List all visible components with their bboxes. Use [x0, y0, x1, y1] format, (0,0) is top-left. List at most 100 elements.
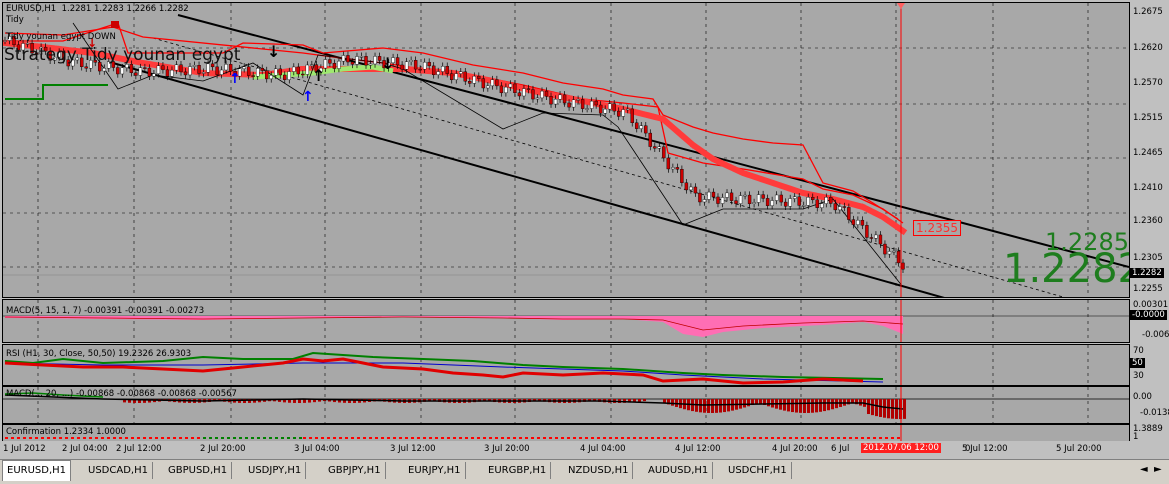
- candle: [156, 65, 161, 74]
- candle: [477, 75, 481, 79]
- candle: [350, 61, 355, 65]
- macd2-bar: [819, 399, 822, 412]
- candle: [129, 64, 134, 73]
- down-arrow-icon: ↓: [381, 54, 394, 73]
- candle: [734, 200, 738, 204]
- macd2-bar: [707, 399, 710, 413]
- tab-usdcad-h1[interactable]: USDCAD,H1: [84, 462, 153, 479]
- macd2-bar: [623, 399, 626, 403]
- time-tick: 3 Jul 04:00: [294, 444, 340, 454]
- macd2-bar: [343, 399, 346, 403]
- candle: [201, 72, 206, 74]
- candle: [183, 71, 188, 76]
- tab-audusd-h1[interactable]: AUDUSD,H1: [644, 462, 714, 479]
- candle: [896, 250, 901, 264]
- candle: [653, 146, 657, 149]
- candle: [508, 83, 513, 88]
- rsi-tick: 30: [1133, 371, 1144, 381]
- candle: [242, 66, 246, 69]
- tab-eurgbp-h1[interactable]: EURGBP,H1: [484, 462, 552, 479]
- down-arrow-icon: ↓: [267, 42, 280, 61]
- price-tick: 1.2255: [1133, 284, 1163, 294]
- candle: [436, 71, 440, 76]
- candle: [192, 65, 197, 67]
- candle: [499, 85, 504, 94]
- tab-scroll-left-icon[interactable]: ◄: [1140, 464, 1148, 475]
- candle: [260, 68, 264, 71]
- candle: [675, 167, 680, 170]
- confirm-tick: 1.3889: [1133, 424, 1163, 434]
- candle: [865, 225, 869, 238]
- green-band: [252, 64, 394, 80]
- candle: [305, 64, 310, 75]
- time-tick: 3 Jul 12:00: [390, 444, 436, 454]
- candle: [454, 73, 458, 81]
- macd2-bar: [711, 399, 714, 413]
- macd2-bar: [358, 399, 361, 403]
- tab-eurusd-h1[interactable]: EURUSD,H1: [2, 460, 72, 481]
- rsi-mid: [4, 351, 884, 380]
- candle: [125, 64, 129, 68]
- candle: [860, 219, 865, 226]
- candle: [847, 207, 851, 220]
- time-axis: 1 Jul 2012 2 Jul 04:00 2 Jul 12:00 2 Jul 20…: [0, 441, 1130, 459]
- candle: [237, 68, 242, 77]
- sell-marker-icon: [111, 21, 119, 28]
- candle: [689, 186, 693, 191]
- candle: [698, 192, 702, 203]
- macd2-bar: [483, 399, 486, 402]
- confirm-pane[interactable]: Confirmation 1.2334 1.0000: [2, 424, 1130, 442]
- candle: [553, 98, 558, 105]
- time-tick: 4 Jul 04:00: [580, 444, 626, 454]
- price-pane[interactable]: ↑ ↑ ↑ ↓ ↓ ↓ EURUSD,H1 1.2281 1.2283 1.22…: [2, 2, 1130, 298]
- candle: [820, 203, 824, 208]
- tab-usdchf-h1[interactable]: USDCHF,H1: [724, 462, 792, 479]
- candle: [576, 99, 580, 101]
- macd2-pane[interactable]: MACD(... 20, ...) -0.00868 -0.00868 -0.0…: [2, 386, 1130, 424]
- macd2-bar: [333, 399, 336, 403]
- candle: [116, 67, 120, 75]
- tab-usdjpy-h1[interactable]: USDJPY,H1: [244, 462, 307, 479]
- candle: [472, 75, 477, 84]
- candle: [30, 42, 34, 54]
- price-tick: 1.2570: [1133, 78, 1163, 88]
- tab-scroll-right-icon[interactable]: ►: [1154, 464, 1162, 475]
- candle: [310, 64, 314, 66]
- indicator-line1: Tidy: [6, 15, 24, 25]
- price-tick: 1.2360: [1133, 216, 1163, 226]
- channel-lower: [112, 62, 945, 297]
- candle: [427, 61, 431, 67]
- price-chart[interactable]: ↑ ↑ ↑ ↓ ↓ ↓: [3, 3, 1129, 297]
- macd2-bar: [763, 399, 766, 405]
- macd2-bar: [847, 399, 850, 405]
- candle: [328, 59, 332, 64]
- candle: [373, 56, 377, 65]
- tab-nzdusd-h1[interactable]: NZDUSD,H1: [564, 462, 634, 479]
- candle: [580, 99, 585, 109]
- time-tick: 2 Jul 04:00: [62, 444, 108, 454]
- macd2-bar: [588, 399, 591, 402]
- candle: [459, 71, 463, 74]
- candle: [7, 36, 12, 41]
- strategy-title: Strategy Tidy younan egypt: [4, 45, 241, 65]
- macd2-bar: [667, 399, 670, 405]
- candle: [540, 90, 544, 99]
- rsi-pane[interactable]: RSI (H1, 30, Close, 50,50) 19.2326 26.93…: [2, 344, 1130, 386]
- tab-gbpjpy-h1[interactable]: GBPJPY,H1: [324, 462, 386, 479]
- price-tick: 1.2620: [1133, 43, 1163, 53]
- candle: [283, 74, 287, 80]
- macd2-bar: [831, 399, 834, 410]
- chart-caption: EURUSD,H1 1.2281 1.2283 1.2266 1.2282: [6, 4, 189, 14]
- candle: [34, 52, 39, 55]
- candle: [364, 56, 368, 66]
- macd2-bar: [663, 399, 666, 404]
- candle: [409, 60, 413, 62]
- tab-gbpusd-h1[interactable]: GBPUSD,H1: [164, 462, 233, 479]
- macd2-bar: [278, 399, 281, 402]
- rsi-chart: [4, 345, 1089, 385]
- tab-eurjpy-h1[interactable]: EURJPY,H1: [404, 462, 466, 479]
- candle: [278, 68, 282, 76]
- macd2-bar: [823, 399, 826, 412]
- price-scale: 1.2675 1.2620 1.2570 1.2515 1.2465 1.2410 1.23…: [1130, 2, 1169, 298]
- macd1-pane[interactable]: MACD(5, 15, 1, 7) -0.00391 -0.00391 -0.0…: [2, 299, 1130, 343]
